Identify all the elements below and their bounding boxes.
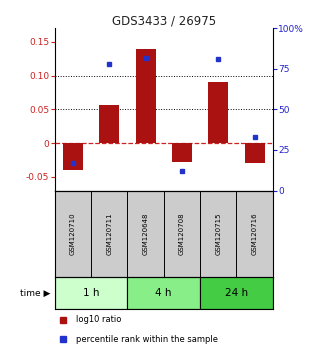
Bar (127, 278, 200, 309)
Bar (208, 82, 228, 143)
Text: time ▶: time ▶ (20, 289, 50, 298)
Text: percentile rank within the sample: percentile rank within the sample (76, 335, 218, 344)
Text: GSM120648: GSM120648 (143, 213, 149, 255)
Bar (99, 105, 119, 143)
Text: GSM120710: GSM120710 (70, 213, 76, 255)
Text: GSM120716: GSM120716 (252, 213, 258, 255)
Bar (172, 143, 192, 162)
Bar (63, 143, 83, 170)
Text: GSM120708: GSM120708 (179, 213, 185, 255)
Text: 24 h: 24 h (225, 289, 248, 298)
Bar (55, 278, 127, 309)
Text: 1 h: 1 h (83, 289, 99, 298)
Text: log10 ratio: log10 ratio (76, 315, 122, 324)
Text: 4 h: 4 h (155, 289, 172, 298)
Text: GSM120711: GSM120711 (106, 213, 112, 255)
Title: GDS3433 / 26975: GDS3433 / 26975 (112, 14, 216, 27)
Bar (245, 143, 265, 164)
Bar (135, 48, 155, 143)
Bar (200, 278, 273, 309)
Text: GSM120715: GSM120715 (215, 213, 221, 255)
